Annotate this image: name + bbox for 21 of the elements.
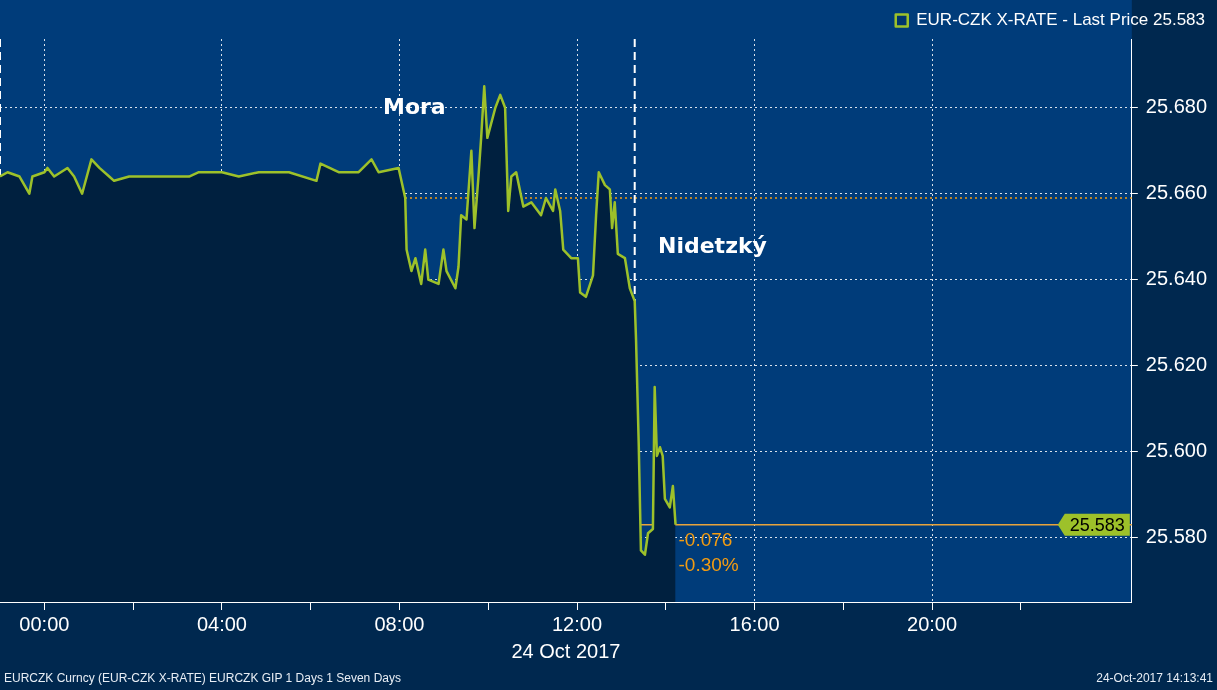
annotation: Mora — [383, 94, 446, 119]
annotation: -0.076 — [678, 528, 733, 550]
x-tick-label: 04:00 — [196, 612, 247, 635]
text: EURCZK Curncy (EUR-CZK X-RATE) EURCZK GIP 1 Days 1 Seven Days — [4, 671, 401, 685]
y-tick-label: 25.640 — [1145, 267, 1207, 290]
x-tick-label: 20:00 — [907, 612, 958, 635]
x-tick-label: 12:00 — [551, 612, 603, 635]
x-tick-label: 00:00 — [19, 612, 70, 635]
x-tick-label: 16:00 — [729, 612, 780, 635]
y-tick-label: 25.620 — [1145, 353, 1207, 376]
legend-label: EUR-CZK X-RATE - Last Price 25.583 — [916, 10, 1206, 30]
annotation: -0.30% — [678, 553, 739, 575]
x-axis-title: 24 Oct 2017 — [511, 639, 621, 662]
ref-line-label: 25.583 — [1069, 514, 1125, 535]
y-tick-label: 25.600 — [1145, 439, 1207, 462]
y-tick-label: 25.580 — [1145, 525, 1207, 548]
y-tick-label: 25.660 — [1145, 181, 1207, 204]
y-tick-label: 25.680 — [1145, 95, 1207, 118]
x-tick-label: 08:00 — [374, 612, 425, 635]
text: 24-Oct-2017 14:13:41 — [1096, 671, 1213, 685]
annotation: Nidetzký — [658, 233, 767, 258]
